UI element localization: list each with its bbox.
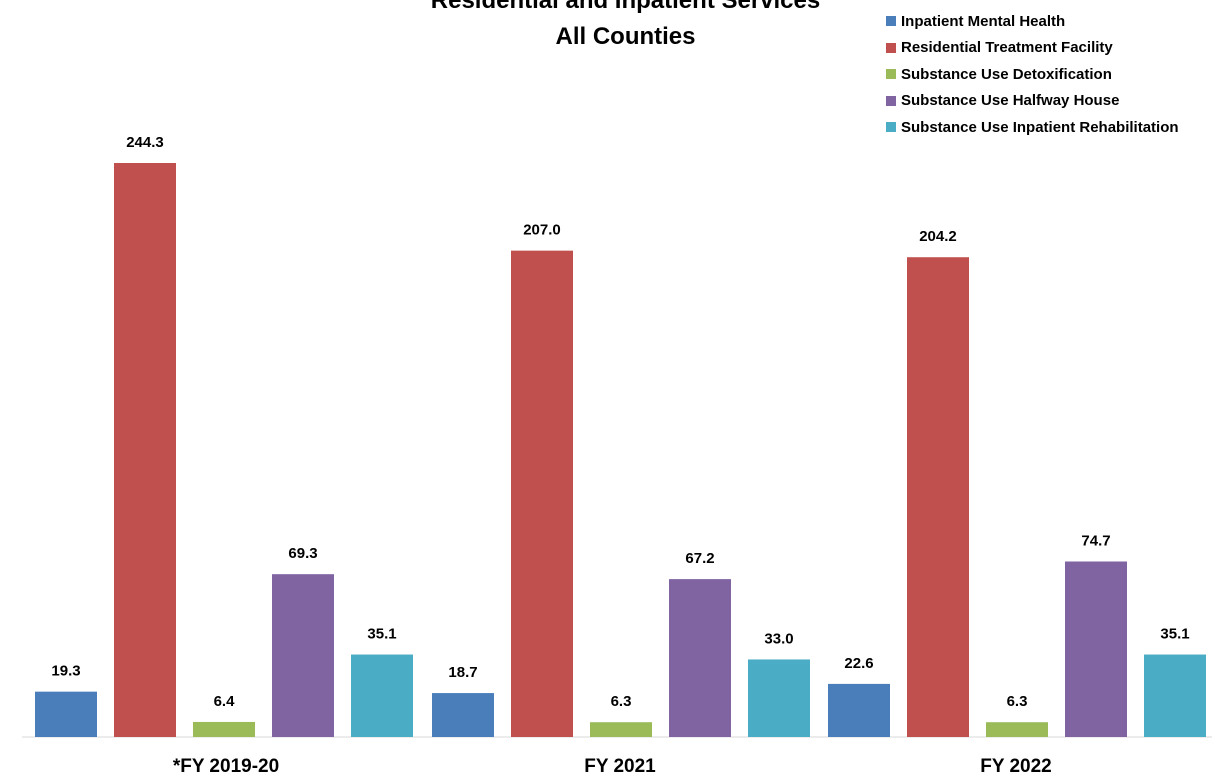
data-label-substance-use-inpatient-rehabilitation-fy-2019-20: 35.1 xyxy=(367,626,396,643)
data-label-substance-use-inpatient-rehabilitation-fy-2021: 33.0 xyxy=(764,630,793,647)
data-label-residential-treatment-facility-fy-2022: 204.2 xyxy=(919,228,957,245)
chart-title-line-2: All Counties xyxy=(555,23,696,50)
bar-substance-use-halfway-house-fy-2019-20 xyxy=(272,574,334,737)
legend-label: Substance Use Inpatient Rehabilitation xyxy=(901,118,1179,136)
data-label-substance-use-detoxification-fy-2022: 6.3 xyxy=(1007,693,1028,710)
legend-label: Inpatient Mental Health xyxy=(901,12,1066,30)
legend-swatch-icon xyxy=(886,122,896,133)
bar-substance-use-halfway-house-fy-2022 xyxy=(1065,561,1127,737)
legend-item-substance-use-detoxification: Substance Use Detoxification xyxy=(886,61,1179,88)
data-label-substance-use-halfway-house-fy-2019-20: 69.3 xyxy=(288,545,317,562)
legend-item-substance-use-halfway-house: Substance Use Halfway House xyxy=(886,88,1179,115)
legend-swatch-icon xyxy=(886,42,896,53)
bar-residential-treatment-facility-fy-2019-20 xyxy=(114,163,176,737)
data-label-substance-use-inpatient-rehabilitation-fy-2022: 35.1 xyxy=(1160,626,1189,643)
legend: Inpatient Mental Health Residential Trea… xyxy=(886,8,1179,141)
bar-substance-use-halfway-house-fy-2021 xyxy=(669,579,731,737)
legend-item-residential-treatment-facility: Residential Treatment Facility xyxy=(886,35,1179,62)
bar-residential-treatment-facility-fy-2022 xyxy=(907,257,969,737)
legend-swatch-icon xyxy=(886,16,896,27)
bar-residential-treatment-facility-fy-2021 xyxy=(511,250,573,737)
category-label-fy-2022: FY 2022 xyxy=(980,756,1051,777)
legend-label: Substance Use Halfway House xyxy=(901,92,1120,110)
legend-swatch-icon xyxy=(886,95,896,106)
bar-labels-group: 19.3 244.3 6.4 69.3 35.1 18.7 207.0 6.3 67.2 33.0… xyxy=(51,134,1189,710)
data-label-residential-treatment-facility-fy-2019-20: 244.3 xyxy=(126,134,164,151)
bar-substance-use-detoxification-fy-2019-20 xyxy=(193,721,255,737)
data-label-substance-use-halfway-house-fy-2022: 74.7 xyxy=(1081,532,1110,549)
data-label-residential-treatment-facility-fy-2021: 207.0 xyxy=(523,222,561,239)
legend-label: Substance Use Detoxification xyxy=(901,65,1112,83)
data-label-substance-use-halfway-house-fy-2021: 67.2 xyxy=(685,550,714,567)
bar-inpatient-mental-health-fy-2019-20 xyxy=(35,691,97,737)
bar-substance-use-inpatient-rehabilitation-fy-2022 xyxy=(1144,654,1206,737)
category-labels-group: *FY 2019-20 FY 2021 FY 2022 xyxy=(173,756,1052,777)
legend-item-inpatient-mental-health: Inpatient Mental Health xyxy=(886,8,1179,35)
category-label-fy-2021: FY 2021 xyxy=(584,756,656,777)
data-label-substance-use-detoxification-fy-2019-20: 6.4 xyxy=(214,693,236,710)
data-label-inpatient-mental-health-fy-2022: 22.6 xyxy=(844,655,873,672)
legend-swatch-icon xyxy=(886,69,896,80)
chart-title-line-1: Residential and Inpatient Services xyxy=(430,0,821,14)
data-label-inpatient-mental-health-fy-2019-20: 19.3 xyxy=(51,663,80,680)
legend-label: Residential Treatment Facility xyxy=(901,39,1113,57)
bar-substance-use-detoxification-fy-2022 xyxy=(986,722,1048,737)
legend-item-substance-use-inpatient-rehabilitation: Substance Use Inpatient Rehabilitation xyxy=(886,114,1179,141)
category-label-fy-2019-20: *FY 2019-20 xyxy=(173,756,279,777)
bars-group xyxy=(35,163,1206,737)
bar-substance-use-detoxification-fy-2021 xyxy=(590,722,652,737)
bar-inpatient-mental-health-fy-2021 xyxy=(432,693,494,737)
bar-substance-use-inpatient-rehabilitation-fy-2021 xyxy=(748,659,810,737)
bar-substance-use-inpatient-rehabilitation-fy-2019-20 xyxy=(351,654,413,737)
data-label-substance-use-detoxification-fy-2021: 6.3 xyxy=(611,693,632,710)
bar-inpatient-mental-health-fy-2022 xyxy=(828,683,890,737)
data-label-inpatient-mental-health-fy-2021: 18.7 xyxy=(448,664,477,681)
